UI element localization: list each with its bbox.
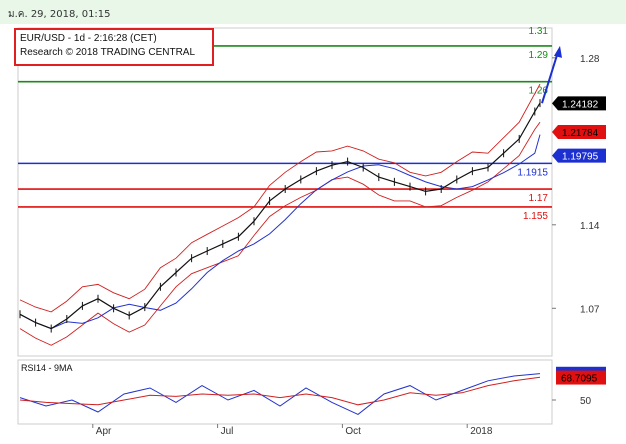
main-panel-border <box>17 27 553 357</box>
rsi-y-tick-label: 50 <box>580 396 592 407</box>
trend-arrow-head <box>554 45 562 58</box>
price-tag-label: 1.19795 <box>562 152 599 163</box>
level-label: 1.1915 <box>517 167 548 178</box>
level-label: 1.29 <box>529 50 549 61</box>
level-label: 1.31 <box>529 26 549 37</box>
chart-title: EUR/USD - 1d - 2:16:28 (CET) <box>20 33 157 44</box>
price-tag-label: 1.24182 <box>562 99 599 110</box>
level-label: 1.26 <box>529 86 549 97</box>
date-time: ม.ค. 29, 2018, 01:15 <box>8 9 111 20</box>
y-tick-label: 1.28 <box>580 54 600 65</box>
header-bar: ม.ค. 29, 2018, 01:15 <box>0 0 626 24</box>
trend-arrow-line <box>541 51 559 104</box>
rsi-title: RSI14 - 9MA <box>21 363 73 373</box>
chart-credit: Research © 2018 TRADING CENTRAL <box>20 47 196 58</box>
price-tag-bg <box>552 148 606 163</box>
chart-frame: 1.28 1.14 1.07 1.31 1.29 1.26 1.1915 1.17 1.155 1… <box>12 26 616 436</box>
x-tick-label: Oct <box>345 426 361 436</box>
title-box: EUR/USD - 1d - 2:16:28 (CET) Research © … <box>14 28 214 66</box>
rsi-ma-line <box>19 376 541 406</box>
upper-band <box>19 83 541 313</box>
moving-average <box>19 134 541 330</box>
price-tag-bg <box>552 96 606 111</box>
price-tag-label: 1.21784 <box>562 128 599 139</box>
level-label: 1.17 <box>529 193 549 204</box>
y-tick-label: 1.07 <box>580 304 600 315</box>
rsi-line <box>19 373 541 415</box>
x-tick-label: Jul <box>221 426 234 436</box>
x-tick-label: 2018 <box>470 426 493 436</box>
x-tick-label: Apr <box>96 426 112 436</box>
rsi-tag-label: 68.7095 <box>561 374 598 385</box>
lower-band <box>19 121 541 346</box>
price-tag-bg <box>552 124 606 139</box>
chart: 1.28 1.14 1.07 1.31 1.29 1.26 1.1915 1.17 1.155 1… <box>17 26 606 436</box>
rsi-tag-bg <box>556 370 606 385</box>
level-label: 1.155 <box>523 211 548 222</box>
y-tick-label: 1.14 <box>580 221 600 232</box>
rsi-panel-border <box>17 359 553 425</box>
